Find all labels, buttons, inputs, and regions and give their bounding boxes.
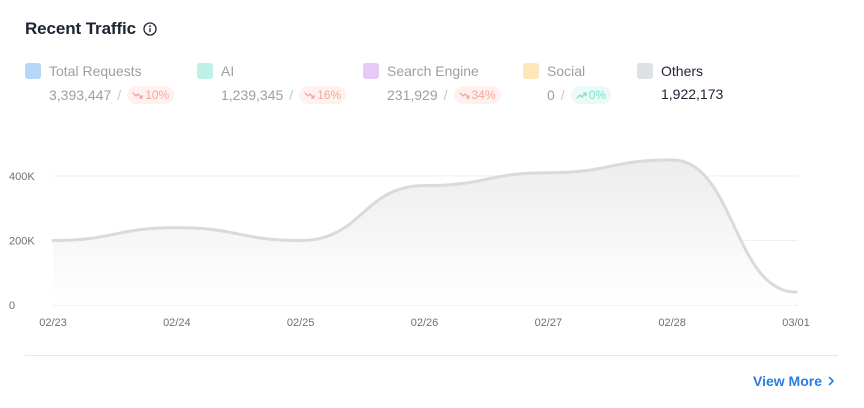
x-tick-label: 03/01: [782, 317, 810, 329]
traffic-legend: Total Requests 3,393,447 / 10% AI 1,239,345 / 1…: [25, 63, 835, 113]
change-value: 10%: [145, 88, 170, 102]
legend-value: 1,239,345: [221, 87, 284, 103]
trend-down-icon: [304, 92, 315, 99]
info-circle-icon[interactable]: [143, 22, 157, 36]
legend-swatch: [25, 63, 41, 79]
x-tick-label: 02/26: [411, 317, 439, 329]
y-tick-label: 400K: [9, 171, 35, 183]
change-badge: 0%: [570, 86, 612, 104]
legend-label: Social: [547, 63, 586, 79]
x-tick-label: 02/23: [39, 317, 67, 329]
chevron-right-icon: [828, 376, 834, 386]
legend-swatch: [523, 63, 539, 79]
card-title: Recent Traffic: [25, 19, 137, 38]
legend-item-others[interactable]: Others 1,922,173: [637, 63, 723, 102]
y-tick-label: 0: [9, 300, 15, 312]
change-value: 34%: [471, 88, 496, 102]
legend-label: Search Engine: [387, 63, 479, 79]
traffic-area-chart: 0 200K 400K 02/23 02/24 02/25 02/26 02/27 02/28 0…: [9, 156, 810, 329]
x-tick-label: 02/25: [287, 317, 315, 329]
data-point[interactable]: [297, 237, 305, 245]
legend-swatch: [363, 63, 379, 79]
x-tick-label: 02/28: [658, 317, 686, 329]
view-more-link[interactable]: View More: [753, 373, 835, 389]
legend-separator: /: [560, 87, 565, 103]
legend-value: 1,922,173: [661, 86, 724, 102]
card-header: Recent Traffic: [25, 19, 157, 39]
data-point[interactable]: [421, 182, 429, 190]
data-point[interactable]: [668, 156, 676, 164]
series-area-others: [53, 159, 796, 305]
x-tick-label: 02/24: [163, 317, 191, 329]
legend-item-total-requests[interactable]: Total Requests 3,393,447 / 10%: [25, 63, 175, 104]
change-value: 0%: [588, 88, 607, 102]
legend-label: AI: [221, 63, 235, 79]
legend-separator: /: [289, 87, 294, 103]
x-tick-label: 02/27: [535, 317, 563, 329]
change-badge: 34%: [453, 86, 501, 104]
change-badge: 16%: [299, 86, 347, 104]
view-more-label: View More: [753, 373, 822, 389]
legend-value: 0: [547, 87, 555, 103]
data-point[interactable]: [49, 237, 57, 245]
legend-item-social[interactable]: Social 0 / 0%: [523, 63, 612, 104]
legend-value: 3,393,447: [49, 87, 112, 103]
data-point[interactable]: [544, 169, 552, 177]
change-badge: 10%: [127, 86, 175, 104]
data-point[interactable]: [173, 224, 181, 232]
trend-up-icon: [576, 92, 587, 99]
legend-value: 231,929: [387, 87, 438, 103]
data-point[interactable]: [792, 288, 800, 296]
series-line-others[interactable]: [51, 158, 798, 294]
y-tick-label: 200K: [9, 236, 35, 248]
trend-down-icon: [132, 92, 143, 99]
legend-separator: /: [443, 87, 448, 103]
legend-label: Others: [661, 63, 704, 79]
legend-separator: /: [117, 87, 122, 103]
legend-swatch: [637, 63, 653, 79]
legend-label: Total Requests: [49, 63, 142, 79]
trend-down-icon: [458, 92, 470, 99]
change-value: 16%: [317, 88, 342, 102]
legend-item-search-engine[interactable]: Search Engine 231,929 / 34%: [363, 63, 501, 104]
legend-swatch: [197, 63, 213, 79]
footer-divider: [25, 355, 838, 356]
legend-item-ai[interactable]: AI 1,239,345 / 16%: [197, 63, 347, 104]
